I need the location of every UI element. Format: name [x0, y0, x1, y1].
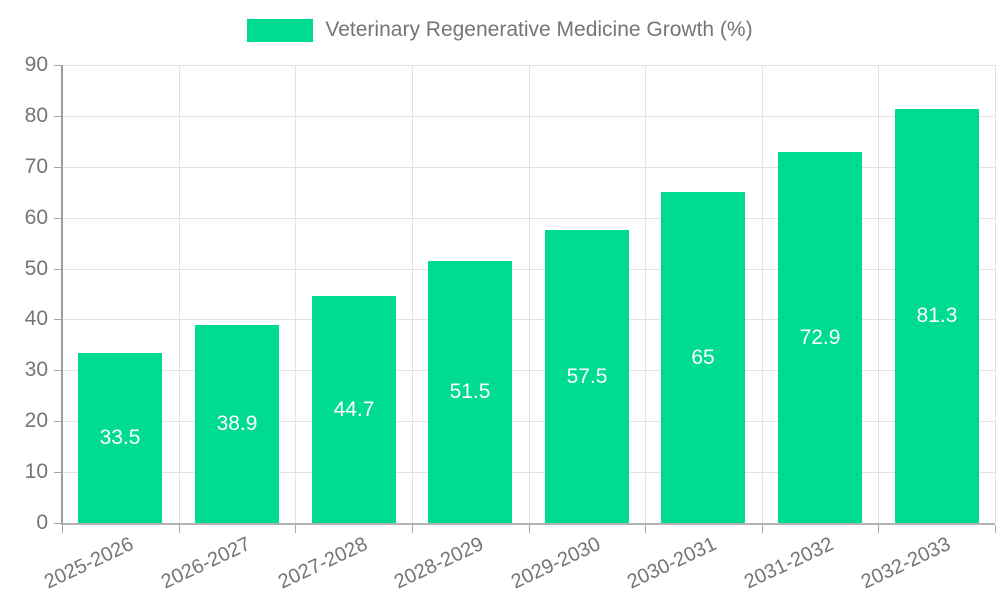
gridline-horizontal — [62, 370, 995, 371]
bar — [545, 230, 629, 523]
legend-label: Veterinary Regenerative Medicine Growth … — [325, 18, 753, 41]
y-axis-tick-label: 90 — [24, 53, 48, 76]
y-axis-tick-label: 60 — [24, 206, 48, 229]
gridline-horizontal — [62, 319, 995, 320]
bar-value-label: 72.9 — [799, 326, 841, 349]
gridline-horizontal — [62, 472, 995, 473]
x-axis-tick-label: 2032-2033 — [858, 533, 955, 594]
bar — [195, 325, 279, 523]
y-axis-tick-label: 20 — [24, 409, 48, 432]
x-axis-tick-label: 2031-2032 — [741, 533, 838, 594]
y-axis-tick-label: 0 — [36, 511, 48, 534]
y-axis-tick — [54, 65, 62, 66]
bar — [312, 296, 396, 523]
y-axis-tick — [54, 218, 62, 219]
y-axis-tick — [54, 421, 62, 422]
gridline-horizontal — [62, 269, 995, 270]
x-axis-tick — [878, 525, 879, 533]
bar-value-label: 57.5 — [566, 365, 608, 388]
y-axis-line — [61, 65, 63, 525]
x-axis-tick — [62, 525, 63, 533]
bar-value-label: 38.9 — [216, 412, 258, 435]
x-axis-tick — [995, 525, 996, 533]
x-axis-tick-label: 2027-2028 — [275, 533, 372, 594]
gridline-vertical — [179, 65, 180, 523]
x-axis-tick-label: 2025-2026 — [41, 533, 138, 594]
bar-value-label: 81.3 — [916, 304, 958, 327]
x-axis-tick-label: 2030-2031 — [624, 533, 721, 594]
x-axis-tick — [529, 525, 530, 533]
gridline-vertical — [878, 65, 879, 523]
gridline-vertical — [762, 65, 763, 523]
bar-value-label: 33.5 — [99, 426, 141, 449]
y-axis-tick-label: 80 — [24, 104, 48, 127]
legend-item[interactable]: Veterinary Regenerative Medicine Growth … — [0, 18, 1000, 42]
y-axis-tick — [54, 116, 62, 117]
bar — [428, 261, 512, 523]
y-axis-tick-label: 40 — [24, 307, 48, 330]
y-axis-tick — [54, 523, 62, 524]
y-axis-tick — [54, 319, 62, 320]
gridline-vertical — [529, 65, 530, 523]
y-axis-tick — [54, 472, 62, 473]
gridline-horizontal — [62, 421, 995, 422]
x-axis-tick-label: 2029-2030 — [508, 533, 605, 594]
x-axis-tick — [295, 525, 296, 533]
y-axis-tick-label: 30 — [24, 358, 48, 381]
gridline-vertical — [412, 65, 413, 523]
gridline-vertical — [295, 65, 296, 523]
bar — [78, 353, 162, 523]
x-axis-tick — [762, 525, 763, 533]
y-axis-tick-label: 10 — [24, 460, 48, 483]
y-axis-tick-label: 70 — [24, 155, 48, 178]
y-axis-tick — [54, 167, 62, 168]
bar — [778, 152, 862, 523]
gridline-vertical — [645, 65, 646, 523]
bar-value-label: 44.7 — [333, 398, 375, 421]
gridline-horizontal — [62, 167, 995, 168]
x-axis-tick-label: 2026-2027 — [158, 533, 255, 594]
bar — [895, 109, 979, 523]
y-axis-tick — [54, 370, 62, 371]
x-axis-tick — [645, 525, 646, 533]
x-axis-tick — [412, 525, 413, 533]
bar — [661, 192, 745, 523]
x-axis-line — [62, 523, 995, 525]
y-axis-tick — [54, 269, 62, 270]
x-axis-tick-label: 2028-2029 — [391, 533, 488, 594]
gridline-vertical — [995, 65, 996, 523]
gridline-horizontal — [62, 116, 995, 117]
gridline-horizontal — [62, 218, 995, 219]
bar-value-label: 51.5 — [449, 380, 491, 403]
x-axis-tick — [179, 525, 180, 533]
y-axis-tick-label: 50 — [24, 257, 48, 280]
gridline-horizontal — [62, 65, 995, 66]
legend-swatch — [247, 18, 314, 42]
bar-value-label: 65 — [691, 346, 715, 369]
